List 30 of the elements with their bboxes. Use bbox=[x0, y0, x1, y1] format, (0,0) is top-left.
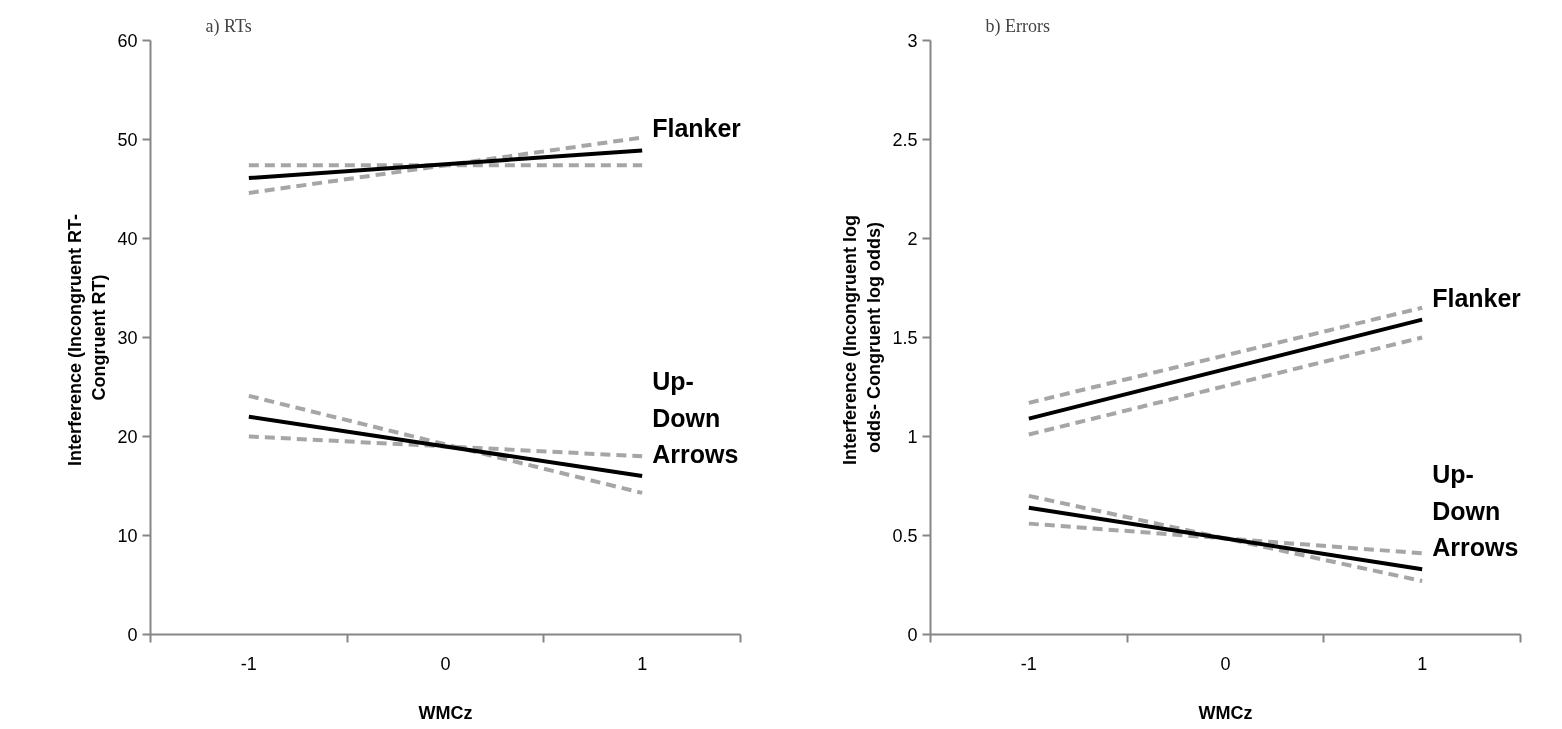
x-axis-title: WMCz bbox=[418, 702, 473, 723]
y-tick-label: 2 bbox=[907, 229, 918, 249]
series-label: Up-Down Arrows bbox=[652, 367, 739, 469]
series-label: Up-Down Arrows bbox=[1432, 460, 1519, 562]
y-tick-label: 0 bbox=[907, 625, 918, 645]
y-axis-title: Interference (Incongruent RT- Congruent RT) bbox=[65, 213, 110, 467]
x-tick-label: 0 bbox=[1220, 653, 1231, 674]
y-tick-label: 1 bbox=[907, 427, 918, 447]
y-tick-label: 60 bbox=[117, 31, 138, 51]
series-label: Flanker bbox=[652, 114, 742, 143]
y-tick-label: 30 bbox=[117, 328, 138, 348]
y-tick-label: 3 bbox=[907, 31, 918, 51]
x-axis-title: WMCz bbox=[1198, 702, 1253, 723]
y-tick-label: 20 bbox=[117, 427, 138, 447]
x-tick-label: 1 bbox=[637, 653, 648, 674]
y-tick-label: 0.5 bbox=[892, 526, 918, 546]
y-tick-label: 2.5 bbox=[892, 130, 918, 150]
x-tick-label: -1 bbox=[240, 653, 257, 674]
x-tick-label: 0 bbox=[440, 653, 451, 674]
y-axis-title: Interference (Incongruent log odds- Congruent log odds) bbox=[840, 214, 885, 466]
y-tick-label: 40 bbox=[117, 229, 138, 249]
y-tick-label: 50 bbox=[117, 130, 138, 150]
y-tick-label: 0 bbox=[127, 625, 138, 645]
series-label: Flanker bbox=[1432, 283, 1522, 312]
chart-title: a) RTs bbox=[205, 15, 252, 37]
chart-title: b) Errors bbox=[985, 15, 1050, 37]
x-tick-label: 1 bbox=[1417, 653, 1428, 674]
x-tick-label: -1 bbox=[1020, 653, 1037, 674]
y-tick-label: 10 bbox=[117, 526, 138, 546]
y-tick-label: 1.5 bbox=[892, 328, 918, 348]
